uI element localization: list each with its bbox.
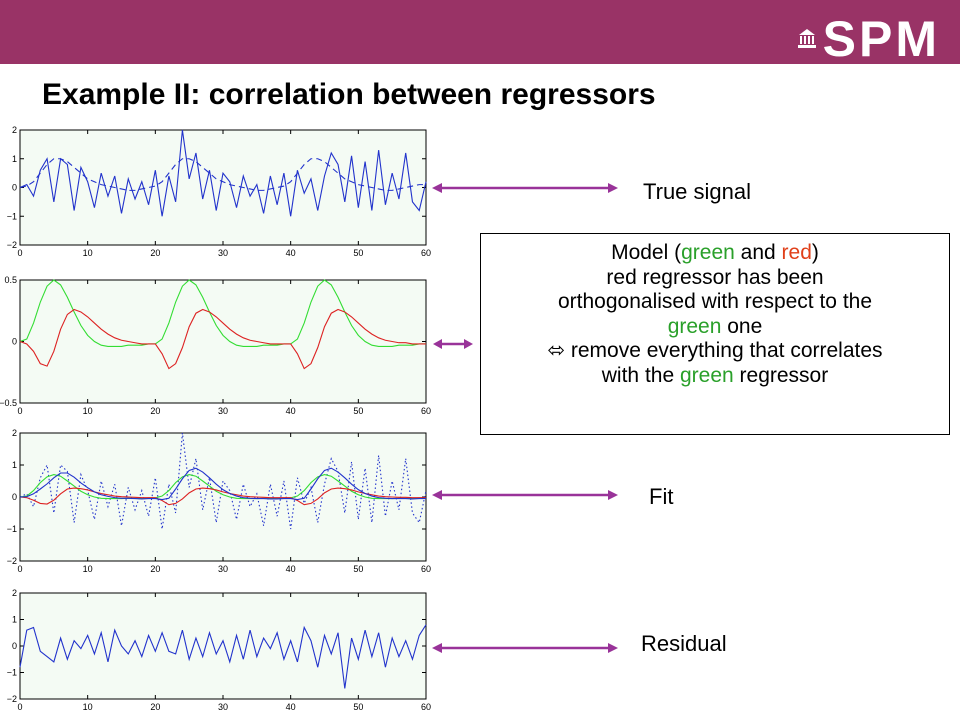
y-tick-label: 2 [12, 428, 17, 438]
x-tick-label: 30 [218, 248, 228, 258]
model-text: regressor [733, 363, 829, 387]
label-residual: Residual [641, 631, 727, 656]
y-tick-label: 0 [12, 641, 17, 651]
green-word: green [679, 363, 734, 387]
model-line-1: Model (green and red) [481, 241, 949, 266]
plot-area [19, 129, 427, 246]
model-text: and [734, 241, 782, 264]
model-line-6: with the green regressor [481, 364, 949, 389]
blue-series-line [19, 129, 427, 217]
y-tick-label: 2 [12, 125, 17, 135]
blue-series-line [19, 624, 427, 689]
x-tick-label: 50 [353, 702, 363, 712]
x-tick-label: 0 [17, 406, 22, 416]
x-tick-label: 20 [150, 248, 160, 258]
x-tick-label: 40 [286, 248, 296, 258]
model-line-2: red regressor has been [606, 265, 824, 289]
model-description-box: Model (green and red) red regressor has … [480, 233, 950, 435]
x-tick-label: 20 [150, 564, 160, 574]
double-arrow-icon [432, 643, 618, 653]
plot-area [19, 592, 427, 700]
x-tick-label: 60 [421, 564, 431, 574]
x-tick-label: 10 [83, 248, 93, 258]
x-tick-label: 40 [286, 564, 296, 574]
y-tick-label: 2 [12, 588, 17, 598]
x-tick-label: 0 [17, 702, 22, 712]
x-tick-label: 10 [83, 406, 93, 416]
model-line-3: orthogonalised with respect to the [557, 290, 873, 314]
y-tick-label: −1 [7, 668, 17, 678]
model-text: ) [811, 241, 819, 264]
logo-text: SPM [822, 11, 940, 67]
x-tick-label: 0 [17, 564, 22, 574]
double-arrow-icon [432, 183, 618, 193]
y-tick-label: −2 [7, 556, 17, 566]
x-tick-label: 10 [83, 702, 93, 712]
x-tick-label: 30 [218, 406, 228, 416]
y-tick-label: 0 [12, 337, 17, 347]
header-bar [0, 0, 960, 64]
model-line-5: ⬄ remove everything that correlates [547, 339, 883, 363]
label-fit: Fit [649, 484, 674, 509]
double-arrow-icon [432, 490, 618, 500]
x-tick-label: 20 [150, 702, 160, 712]
x-tick-label: 40 [286, 702, 296, 712]
plot-model-regressors: 0 10 20 30 40 50 600.50−0.5 [0, 275, 431, 416]
x-tick-label: 30 [218, 564, 228, 574]
x-tick-label: 50 [353, 248, 363, 258]
x-tick-label: 60 [421, 248, 431, 258]
green-series-line [19, 279, 426, 347]
plot-area [19, 432, 427, 562]
double-arrow-icon [433, 339, 473, 349]
y-tick-label: 0 [12, 183, 17, 193]
x-tick-label: 30 [218, 702, 228, 712]
blue-series-line [19, 467, 426, 501]
x-tick-label: 10 [83, 564, 93, 574]
red-series-line [19, 308, 426, 370]
x-tick-label: 0 [17, 248, 22, 258]
x-tick-label: 50 [353, 406, 363, 416]
y-tick-label: −1 [7, 524, 17, 534]
y-tick-label: 0.5 [4, 275, 17, 285]
green-series-line [19, 474, 426, 500]
green-word: green [667, 314, 722, 338]
label-true-signal: True signal [643, 179, 752, 204]
model-text: Model ( [611, 241, 682, 264]
model-line-4: green one [481, 315, 949, 340]
y-tick-label: 0 [12, 492, 17, 502]
x-tick-label: 50 [353, 564, 363, 574]
red-word: red [781, 241, 812, 264]
y-tick-label: 1 [12, 460, 17, 470]
y-tick-label: −2 [7, 240, 17, 250]
spm-logo: SPM [797, 14, 940, 64]
y-tick-label: 1 [12, 154, 17, 164]
y-tick-label: −1 [7, 211, 17, 221]
x-tick-label: 20 [150, 406, 160, 416]
x-tick-label: 60 [421, 702, 431, 712]
model-text: one [721, 314, 763, 338]
y-tick-label: −2 [7, 694, 17, 704]
blue-series-line [19, 158, 426, 191]
x-tick-label: 60 [421, 406, 431, 416]
red-series-line [19, 487, 426, 506]
y-tick-label: −0.5 [0, 398, 17, 408]
plot-area [19, 279, 427, 404]
green-word: green [681, 241, 735, 264]
building-icon [797, 29, 816, 48]
page-title: Example II: correlation between regresso… [42, 78, 656, 111]
x-tick-label: 40 [286, 406, 296, 416]
model-text: with the [601, 363, 680, 387]
y-tick-label: 1 [12, 615, 17, 625]
